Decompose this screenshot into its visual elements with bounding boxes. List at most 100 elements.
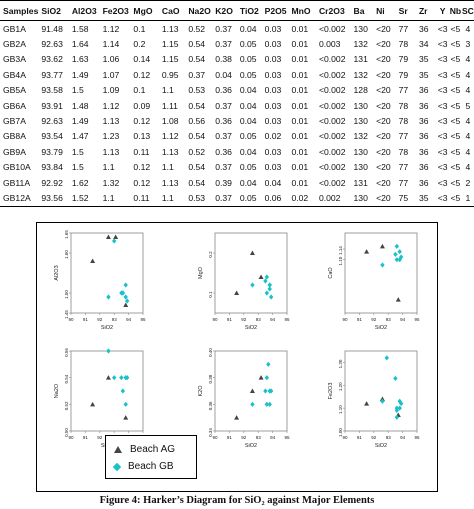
column-header: Cr2O3 — [315, 0, 351, 21]
column-header: Y — [436, 0, 449, 21]
plot-frame — [214, 232, 288, 314]
table-cell: 1.52 — [68, 190, 100, 207]
table-cell: <5 — [450, 23, 461, 34]
table-cell: 0.04 — [239, 23, 257, 34]
table-cell: 4 — [465, 162, 471, 173]
table-cell: GB6A — [3, 100, 26, 111]
x-tick-label: 93 — [386, 317, 392, 322]
table-cell: <0.002 — [318, 131, 346, 142]
legend-label: Beach AG — [130, 444, 176, 455]
data-point-beach-gb — [267, 401, 272, 407]
table-cell: 34 — [418, 39, 429, 50]
table-cell: GB11A — [3, 177, 31, 188]
y-axis-label: MgO — [198, 266, 204, 279]
x-tick-label: 92 — [97, 435, 103, 440]
table-cell: 1.08 — [161, 116, 179, 127]
table-row: GB9A 93.79 1.5 1.13 0.11 1.13 0.52 0.36 0.04 0.03… — [0, 144, 474, 159]
table-cell: 93.77 — [41, 69, 63, 80]
table-cell: <3 — [437, 177, 448, 188]
y-tick-label: 1.60 — [64, 250, 69, 259]
table-cell: 4 — [465, 23, 471, 34]
column-header: TiO2 — [236, 0, 262, 21]
x-axis-label: SiO2 — [101, 325, 113, 331]
data-point-beach-gb — [124, 298, 130, 304]
table-cell: <5 — [450, 100, 461, 111]
table-cell: 0.04 — [239, 85, 257, 96]
data-point-beach-gb — [397, 249, 402, 255]
data-point-beach-gb — [106, 294, 111, 300]
table-cell: 36 — [418, 162, 429, 173]
table-cell: 0.04 — [239, 116, 257, 127]
table-cell: <20 — [376, 162, 391, 173]
table-row: GB6A 93.91 1.48 1.12 0.09 1.11 0.54 0.37 0.04 0.0… — [0, 98, 474, 113]
table-cell: 128 — [353, 85, 368, 96]
table-cell: 0.03 — [264, 85, 282, 96]
table-cell: 92.63 — [41, 39, 63, 50]
table-cell: 0.54 — [188, 162, 206, 173]
table-cell: 0.03 — [264, 23, 282, 34]
table-cell: 3 — [465, 39, 471, 50]
data-point-beach-ag — [379, 243, 385, 249]
table-cell: 1.58 — [71, 23, 89, 34]
table-cell: 0.53 — [185, 190, 213, 207]
data-point-beach-ag — [113, 234, 119, 239]
table-cell: 132 — [353, 131, 368, 142]
data-point-beach-ag — [123, 302, 129, 307]
table-row: GB8A 93.54 1.47 1.23 0.13 1.12 0.54 0.37 0.05 0.0… — [0, 129, 474, 144]
table-cell: 1.1 — [161, 162, 174, 173]
x-tick-label: 93 — [256, 317, 262, 322]
table-cell: 79 — [398, 54, 409, 65]
x-tick-label: 94 — [270, 435, 276, 440]
geochemistry-table: Samples SiO2 Al2O3 Fe2O3 MgO CaO Na2O K2O TiO2 P2… — [0, 0, 474, 207]
table-row: GB12A 93.56 1.52 1.1 0.11 1.1 0.53 0.37 0.05 0.06… — [0, 190, 474, 207]
data-point-beach-ag — [105, 234, 111, 239]
x-tick-label: 90 — [68, 435, 74, 440]
y-tick-label: 1.14 — [338, 246, 343, 255]
table-cell: 131 — [353, 54, 368, 65]
data-point-beach-gb — [393, 251, 398, 257]
x-axis-label: SiO2 — [375, 443, 387, 449]
table-cell: 1.13 — [161, 23, 179, 34]
data-point-beach-gb — [380, 262, 385, 268]
x-tick-label: 94 — [126, 317, 132, 322]
table-cell: 36 — [418, 146, 429, 157]
table-cell: GB2A — [3, 39, 26, 50]
table-cell: 0.01 — [291, 23, 309, 34]
y-tick-label: 0.2 — [208, 251, 213, 258]
x-tick-label: 95 — [140, 317, 146, 322]
table-cell: 0.54 — [188, 39, 206, 50]
table-cell: 0.01 — [291, 162, 309, 173]
x-tick-label: 92 — [371, 317, 377, 322]
table-cell: <20 — [376, 100, 391, 111]
table-cell: 4 — [465, 116, 471, 127]
x-axis-label: SiO2 — [245, 443, 257, 449]
table-cell: 0.12 — [133, 116, 151, 127]
table-cell: GB12A — [0, 190, 39, 207]
legend-item-beach-gb: Beach GB — [112, 461, 174, 472]
y-axis-label: Al2O3 — [54, 265, 60, 280]
table-cell: GB9A — [3, 146, 26, 157]
y-tick-label: 0.36 — [208, 401, 213, 410]
table-cell: 35 — [415, 190, 437, 207]
table-cell: <5 — [450, 54, 461, 65]
table-cell: 92.92 — [41, 177, 63, 188]
data-point-beach-ag — [90, 258, 96, 263]
y-tick-label: 0.40 — [208, 348, 213, 357]
column-header: Zr — [415, 0, 437, 21]
table-cell: GB10A — [3, 162, 31, 173]
y-tick-label: 1.65 — [64, 230, 69, 239]
data-point-beach-gb — [267, 286, 272, 292]
table-cell: <20 — [376, 177, 391, 188]
table-cell: 0.03 — [264, 116, 282, 127]
table-cell: 1.12 — [102, 100, 120, 111]
table-cell: 0.54 — [188, 100, 206, 111]
table-cell: <20 — [376, 85, 391, 96]
x-tick-label: 91 — [227, 317, 233, 322]
data-point-beach-ag — [258, 375, 264, 380]
x-tick-label: 93 — [112, 317, 118, 322]
table-cell: 132 — [353, 39, 368, 50]
table-cell: 0.12 — [133, 177, 151, 188]
table-cell: 1.13 — [161, 177, 179, 188]
x-tick-label: 94 — [400, 435, 406, 440]
table-cell: <5 — [450, 162, 461, 173]
